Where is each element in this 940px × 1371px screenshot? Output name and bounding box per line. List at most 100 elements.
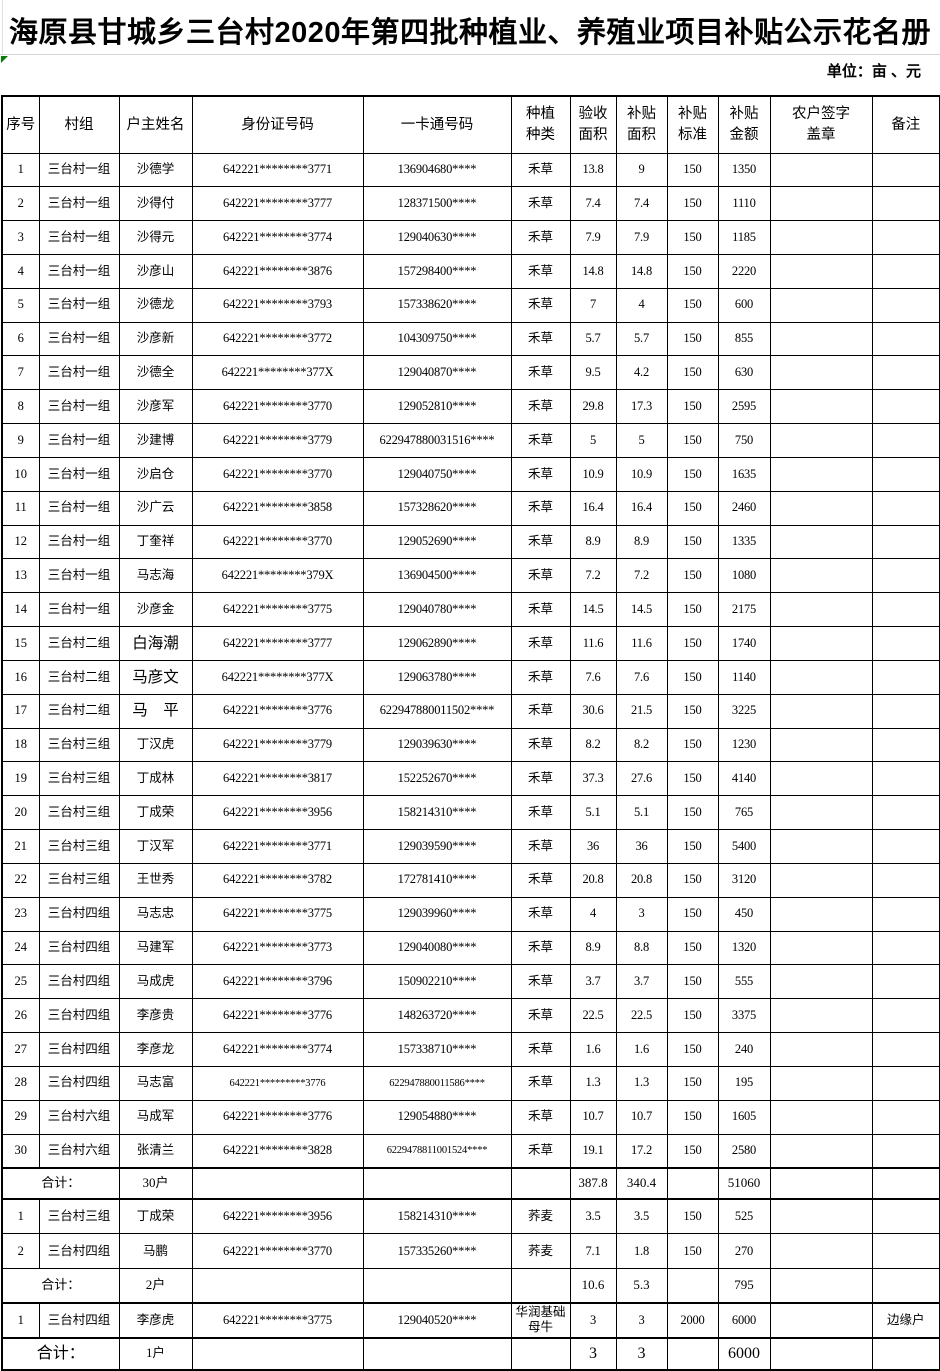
cell-subsidized: 21.5 — [615, 693, 668, 729]
cell-sign — [769, 355, 873, 391]
cell-group: 三台村四组 — [38, 1065, 120, 1101]
cell-remark — [871, 693, 940, 729]
cell-id: 642221********3770 — [191, 1233, 364, 1270]
cell-group: 三台村四组 — [38, 1301, 120, 1339]
table-row: 19 三台村三组 丁成林 642221********3817 152252670***… — [1, 761, 940, 797]
cell-id: 642221********3776 — [191, 998, 364, 1034]
cell-remark — [871, 727, 940, 763]
cell-remark — [871, 659, 940, 695]
table-row: 10 三台村一组 沙启仓 642221********3770 129040750***… — [1, 456, 940, 492]
cell-type: 禾草 — [510, 592, 571, 628]
cell-remark — [871, 423, 940, 458]
cell-standard: 150 — [666, 795, 719, 831]
cell-no: 29 — [1, 1099, 40, 1135]
cell-standard: 150 — [666, 1099, 719, 1135]
cell-name: 李彦虎 — [118, 1301, 193, 1339]
cell-standard: 150 — [666, 693, 719, 729]
cell-subsidized: 8.2 — [615, 727, 668, 763]
cell-no: 10 — [1, 456, 40, 492]
cell-name: 沙彦军 — [118, 389, 193, 425]
cell-amount: 1605 — [717, 1099, 771, 1135]
header-row: 序号 村组 户主姓名 身份证号码 一卡通号码 种植 种类 验收 面积 补贴 面积… — [1, 95, 940, 154]
cell-subsidized: 1.6 — [615, 1032, 668, 1067]
table-row: 12 三台村一组 丁奎祥 642221********3770 129052690***… — [1, 524, 940, 560]
cell-id: 642221********3817 — [191, 761, 364, 797]
cell-remark — [871, 1197, 940, 1235]
cell-card: 129063780**** — [362, 659, 512, 695]
cell-group: 三台村四组 — [38, 930, 120, 966]
cell-remark — [871, 321, 940, 357]
table-row: 13 三台村一组 马志海 642221********379X 136904500***… — [1, 558, 940, 594]
total-amount: 795 — [717, 1268, 771, 1304]
cell-subsidized: 14.8 — [615, 253, 668, 289]
cell-checked: 7.2 — [569, 558, 617, 594]
cell-type: 禾草 — [510, 930, 571, 966]
cell-standard: 150 — [666, 558, 719, 594]
cell-no: 28 — [1, 1065, 40, 1101]
cell-card: 172781410**** — [362, 862, 512, 898]
cell-type: 禾草 — [510, 1133, 571, 1169]
cell-checked: 8.2 — [569, 727, 617, 763]
column-header-no: 序号 — [1, 95, 40, 154]
cell-type: 禾草 — [510, 355, 571, 391]
cell-type: 禾草 — [510, 321, 571, 357]
cell-sign — [769, 930, 873, 966]
total-amount: 51060 — [717, 1166, 771, 1200]
cell-card: 129052810**** — [362, 389, 512, 425]
cell-type: 华润基础母牛 — [510, 1301, 571, 1339]
total-label: 合计： — [1, 1336, 120, 1371]
cell-group: 三台村三组 — [38, 829, 120, 864]
table-row: 7 三台村一组 沙德全 642221********377X 129040870****… — [1, 355, 940, 391]
subsidy-roster-table: 序号 村组 户主姓名 身份证号码 一卡通号码 种植 种类 验收 面积 补贴 面积… — [1, 95, 940, 1371]
cell-sign — [769, 456, 873, 492]
cell-sign — [769, 1099, 873, 1135]
cell-id: 642221********3770 — [191, 389, 364, 425]
cell-standard: 2000 — [666, 1301, 719, 1339]
cell-type: 禾草 — [510, 423, 571, 458]
cell-sign — [769, 287, 873, 323]
cell-remark — [871, 152, 940, 188]
cell-sign — [769, 795, 873, 831]
cell-remark — [871, 355, 940, 391]
cell-remark — [871, 896, 940, 932]
cell-standard: 150 — [666, 152, 719, 188]
cell-sign — [769, 693, 873, 729]
cell-checked: 36 — [569, 829, 617, 864]
cell-error-triangle-icon — [1, 56, 8, 63]
cell-subsidized: 8.8 — [615, 930, 668, 966]
cell-checked: 29.8 — [569, 389, 617, 425]
cell-remark — [871, 1032, 940, 1067]
cell-subsidized: 5.1 — [615, 795, 668, 831]
cell-sign — [769, 1032, 873, 1067]
table-row: 9 三台村一组 沙建博 642221********3779 6229478800315… — [1, 423, 940, 458]
cell-card: 129052690**** — [362, 524, 512, 560]
cell-amount: 2580 — [717, 1133, 771, 1169]
cell-group: 三台村二组 — [38, 693, 120, 729]
cell-name: 马志富 — [118, 1065, 193, 1101]
cell-amount: 4140 — [717, 761, 771, 797]
total-households: 1户 — [118, 1336, 193, 1371]
cell-sign — [769, 1336, 873, 1371]
cell-subsidized: 4 — [615, 287, 668, 323]
table-row: 26 三台村四组 李彦贵 642221********3776 148263720***… — [1, 998, 940, 1034]
table-row: 8 三台村一组 沙彦军 642221********3770 129052810****… — [1, 389, 940, 425]
table-row: 23 三台村四组 马志忠 642221********3775 129039960***… — [1, 896, 940, 932]
cell-amount: 600 — [717, 287, 771, 323]
cell-id: 642221********3828 — [191, 1133, 364, 1169]
cell-checked: 3.7 — [569, 964, 617, 1000]
cell-no: 23 — [1, 896, 40, 932]
cell-subsidized: 3 — [615, 896, 668, 932]
cell-id: 642221********3775 — [191, 592, 364, 628]
cell-id: 642221********377X — [191, 659, 364, 695]
cell-remark — [871, 1233, 940, 1270]
cell-card: 129062890**** — [362, 626, 512, 661]
cell-checked: 20.8 — [569, 862, 617, 898]
table-row: 1 三台村三组 丁成荣 642221********3956 158214310****… — [1, 1197, 940, 1235]
cell-checked: 30.6 — [569, 693, 617, 729]
cell-sign — [769, 592, 873, 628]
cell-remark — [871, 795, 940, 831]
cell-id: 642221********3956 — [191, 1197, 364, 1235]
cell-no: 9 — [1, 423, 40, 458]
cell-checked: 1.6 — [569, 1032, 617, 1067]
cell-id: 642221********3770 — [191, 456, 364, 492]
